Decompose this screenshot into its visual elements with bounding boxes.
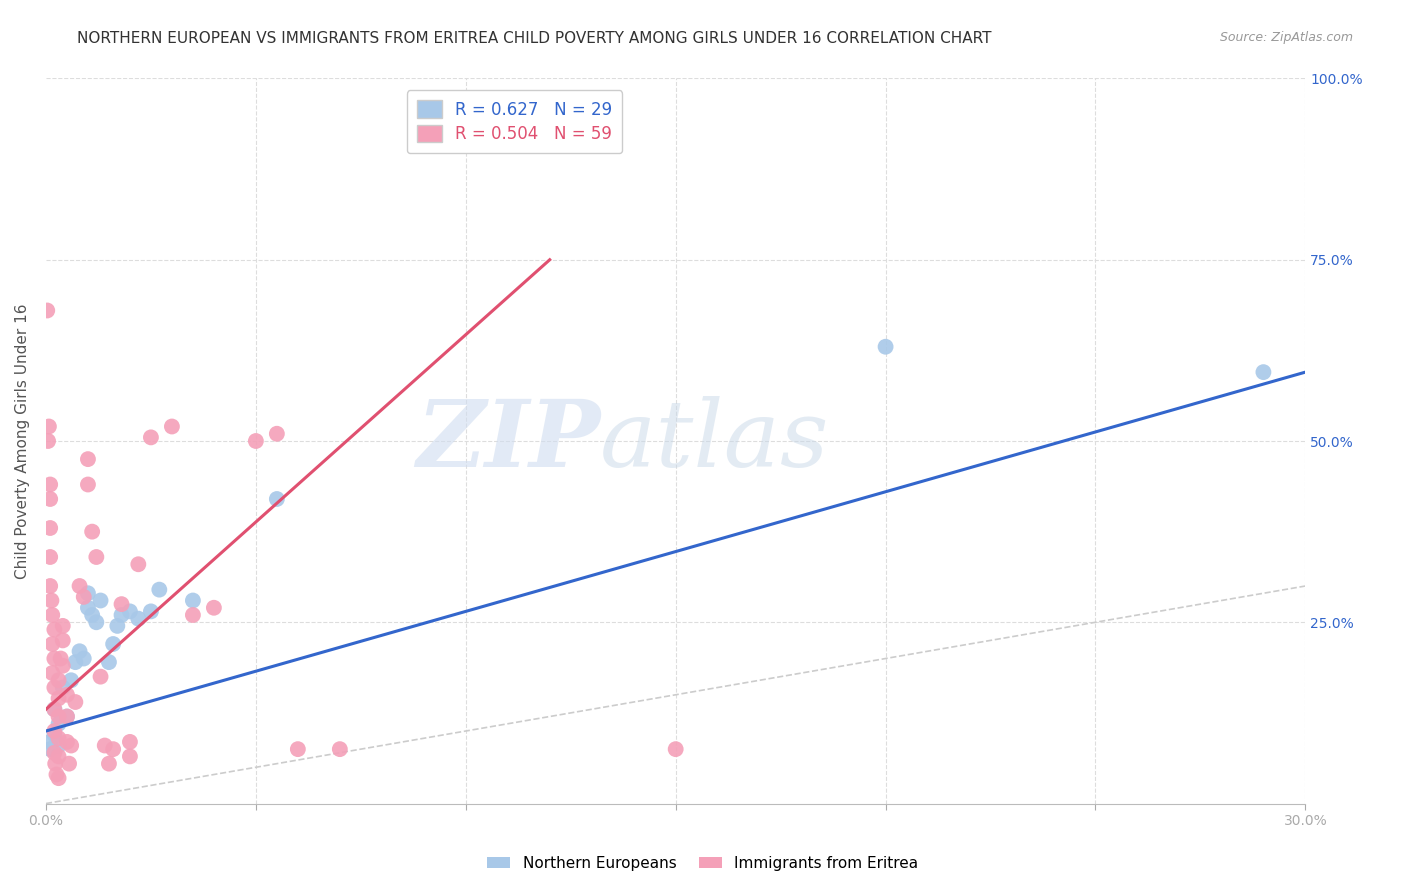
Point [127,612,149,626]
Point [665,742,688,756]
Point [39,735,62,749]
Legend: Northern Europeans, Immigrants from Eritrea: Northern Europeans, Immigrants from Erit… [481,850,925,877]
Point [86,615,108,630]
Point [56,688,79,702]
Point [90,670,112,684]
Point [48,739,70,753]
Point [48,716,70,731]
Point [48,749,70,764]
Text: atlas: atlas [600,396,830,486]
Point [44,702,66,716]
Point [44,681,66,695]
Point [181,593,204,607]
Point [41,637,63,651]
Point [44,651,66,665]
Point [245,434,267,448]
Point [329,742,352,756]
Point [48,673,70,688]
Y-axis label: Child Poverty Among Girls Under 16: Child Poverty Among Girls Under 16 [15,303,30,579]
Point [41,593,63,607]
Point [56,735,79,749]
Point [44,702,66,716]
Point [77,477,100,491]
Point [65,655,87,669]
Point [39,477,62,491]
Point [41,666,63,681]
Point [127,558,149,572]
Point [93,739,115,753]
Point [56,709,79,723]
Point [49,651,72,665]
Point [118,604,141,618]
Point [44,728,66,742]
Point [52,681,75,695]
Point [52,658,75,673]
Point [118,735,141,749]
Point [60,673,83,688]
Point [110,597,132,611]
Point [202,600,225,615]
Point [52,619,75,633]
Point [77,586,100,600]
Point [38,419,60,434]
Point [44,623,66,637]
Point [73,590,96,604]
Point [97,655,120,669]
Point [37,303,59,318]
Point [77,600,100,615]
Point [181,607,204,622]
Point [160,419,183,434]
Point [39,742,62,756]
Point [82,524,104,539]
Point [73,651,96,665]
Point [97,756,120,771]
Point [101,742,124,756]
Point [287,742,309,756]
Point [41,607,63,622]
Point [39,549,62,564]
Point [69,579,91,593]
Legend: R = 0.627   N = 29, R = 0.504   N = 59: R = 0.627 N = 29, R = 0.504 N = 59 [406,90,623,153]
Point [118,749,141,764]
Point [39,579,62,593]
Point [77,452,100,467]
Point [266,491,288,506]
Text: ZIP: ZIP [416,396,600,486]
Point [39,491,62,506]
Point [65,695,87,709]
Point [110,607,132,622]
Point [69,644,91,658]
Point [58,756,80,771]
Point [139,604,162,618]
Point [37,434,59,448]
Point [48,691,70,706]
Point [56,709,79,723]
Point [139,430,162,444]
Point [266,426,288,441]
Point [101,637,124,651]
Point [44,746,66,760]
Point [82,607,104,622]
Point [48,771,70,785]
Point [60,739,83,753]
Point [39,521,62,535]
Text: Source: ZipAtlas.com: Source: ZipAtlas.com [1219,31,1353,45]
Text: NORTHERN EUROPEAN VS IMMIGRANTS FROM ERITREA CHILD POVERTY AMONG GIRLS UNDER 16 : NORTHERN EUROPEAN VS IMMIGRANTS FROM ERI… [77,31,991,46]
Point [86,549,108,564]
Point [90,593,112,607]
Point [45,767,67,781]
Point [48,731,70,746]
Point [44,724,66,739]
Point [148,582,170,597]
Point [105,619,128,633]
Point [48,709,70,723]
Point [44,756,66,771]
Point [52,633,75,648]
Point [875,340,897,354]
Point [1253,365,1275,379]
